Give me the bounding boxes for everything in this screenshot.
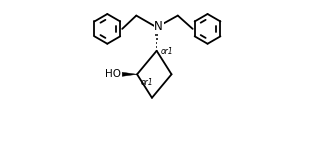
Text: N: N	[154, 20, 163, 33]
Polygon shape	[122, 72, 137, 76]
Text: HO: HO	[105, 69, 121, 79]
Text: or1: or1	[161, 47, 174, 56]
Text: or1: or1	[141, 78, 154, 87]
